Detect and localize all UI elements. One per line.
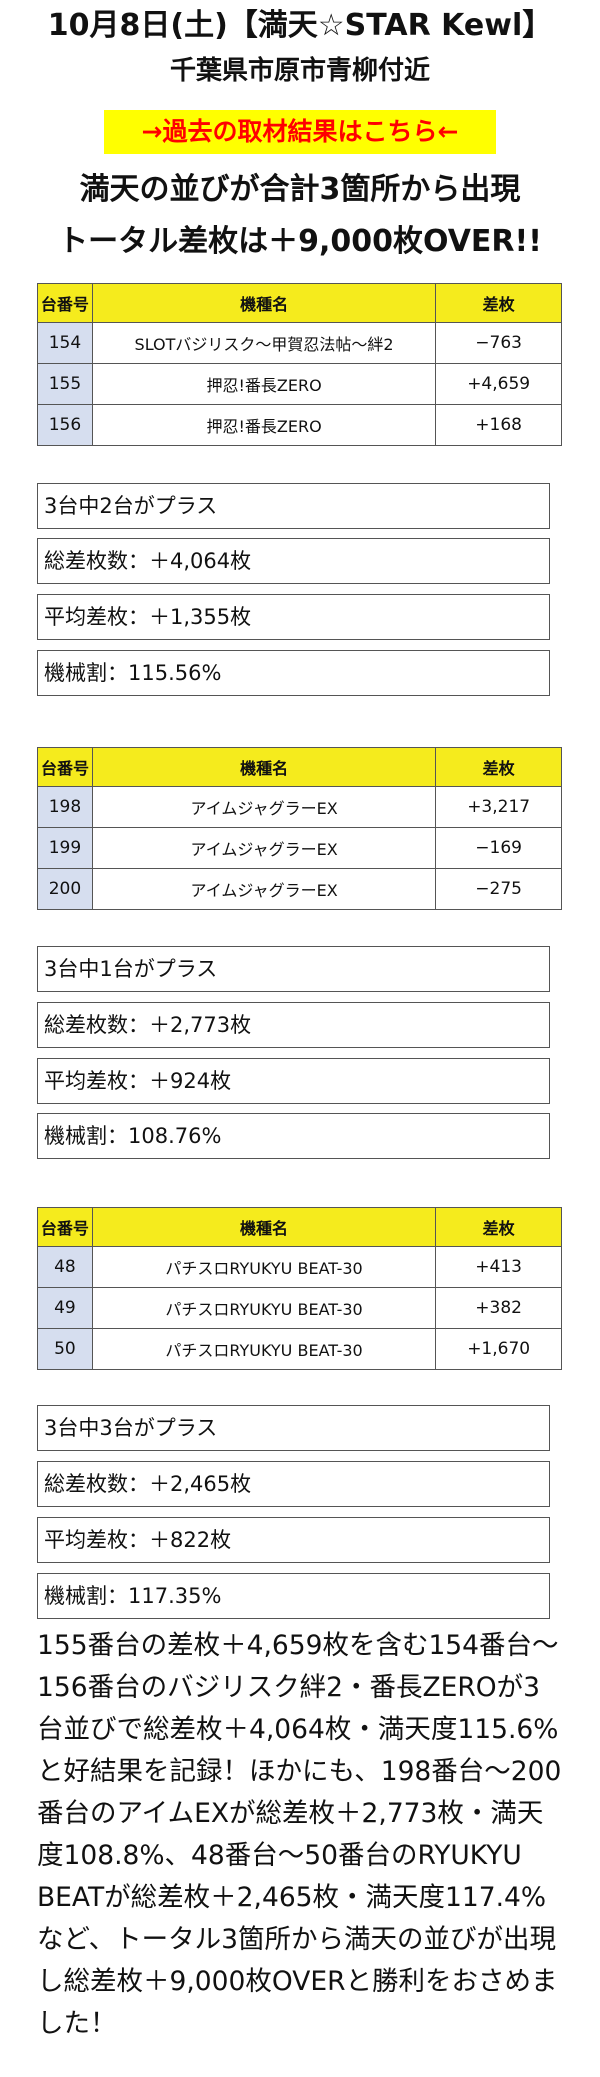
table-row: 49 パチスロRYUKYU BEAT-30 +382 — [37, 1287, 562, 1329]
summary-paragraph: 155番台の差枚＋4,659枚を含む154番台〜156番台のバジリスク絆2・番長… — [37, 1630, 562, 2039]
diff-cell: +4,659 — [435, 363, 562, 405]
payout-rate-box: 機械割：115.56% — [37, 650, 550, 696]
column-header-diff: 差枚 — [435, 747, 562, 787]
table-row: 199 アイムジャグラーEX −169 — [37, 827, 562, 869]
column-header-machine-name: 機種名 — [91, 283, 437, 323]
total-diff-box: 総差枚数：＋2,773枚 — [37, 1002, 550, 1048]
column-header-machine-no: 台番号 — [37, 283, 93, 323]
average-diff-box: 平均差枚：＋1,355枚 — [37, 594, 550, 640]
average-diff-box: 平均差枚：＋924枚 — [37, 1058, 550, 1104]
machine-no-cell: 198 — [37, 786, 93, 828]
page-title: 10月8日(土)【満天☆STAR Kewl】 — [47, 8, 553, 43]
column-header-diff: 差枚 — [435, 283, 562, 323]
machine-no-cell: 154 — [37, 322, 93, 364]
column-header-machine-name: 機種名 — [91, 1207, 437, 1247]
location-subtitle: 千葉県市原市青柳付近 — [169, 56, 430, 86]
machine-no-cell: 48 — [37, 1246, 93, 1288]
table-row: 200 アイムジャグラーEX −275 — [37, 868, 562, 910]
diff-cell: −169 — [435, 827, 562, 869]
plus-count-box: 3台中3台がプラス — [37, 1405, 550, 1451]
table-row: 48 パチスロRYUKYU BEAT-30 +413 — [37, 1246, 562, 1288]
table-header-row: 台番号 機種名 差枚 — [37, 747, 562, 787]
table-row: 155 押忍!番長ZERO +4,659 — [37, 363, 562, 405]
column-header-machine-no: 台番号 — [37, 747, 93, 787]
table-row: 50 パチスロRYUKYU BEAT-30 +1,670 — [37, 1328, 562, 1370]
plus-count-box: 3台中2台がプラス — [37, 483, 550, 529]
machine-name-cell: アイムジャグラーEX — [91, 868, 437, 910]
diff-cell: +168 — [435, 404, 562, 446]
diff-cell: −763 — [435, 322, 562, 364]
machine-name-cell: パチスロRYUKYU BEAT-30 — [91, 1328, 437, 1370]
plus-count-box: 3台中1台がプラス — [37, 946, 550, 992]
machine-no-cell: 155 — [37, 363, 93, 405]
machine-no-cell: 156 — [37, 404, 93, 446]
past-results-link[interactable]: →過去の取材結果はこちら← — [104, 110, 496, 154]
table-header-row: 台番号 機種名 差枚 — [37, 1207, 562, 1247]
average-diff-box: 平均差枚：＋822枚 — [37, 1517, 550, 1563]
machine-name-cell: パチスロRYUKYU BEAT-30 — [91, 1246, 437, 1288]
total-diff-box: 総差枚数：＋4,064枚 — [37, 538, 550, 584]
table-row: 198 アイムジャグラーEX +3,217 — [37, 786, 562, 828]
headline-line-2: トータル差枚は＋9,000枚OVER!! — [58, 224, 542, 259]
headline-line-1: 満天の並びが合計3箇所から出現 — [79, 172, 521, 207]
machine-name-cell: 押忍!番長ZERO — [91, 363, 437, 405]
payout-rate-box: 機械割：108.76% — [37, 1113, 550, 1159]
column-header-machine-no: 台番号 — [37, 1207, 93, 1247]
total-diff-box: 総差枚数：＋2,465枚 — [37, 1461, 550, 1507]
results-table-1: 台番号 機種名 差枚 154 SLOTバジリスク〜甲賀忍法帖〜絆2 −763 1… — [37, 283, 562, 446]
table-header-row: 台番号 機種名 差枚 — [37, 283, 562, 323]
diff-cell: +3,217 — [435, 786, 562, 828]
diff-cell: +382 — [435, 1287, 562, 1329]
results-table-2: 台番号 機種名 差枚 198 アイムジャグラーEX +3,217 199 アイム… — [37, 747, 562, 910]
diff-cell: −275 — [435, 868, 562, 910]
machine-name-cell: SLOTバジリスク〜甲賀忍法帖〜絆2 — [91, 322, 437, 364]
results-table-3: 台番号 機種名 差枚 48 パチスロRYUKYU BEAT-30 +413 49… — [37, 1207, 562, 1370]
table-row: 156 押忍!番長ZERO +168 — [37, 404, 562, 446]
machine-name-cell: アイムジャグラーEX — [91, 786, 437, 828]
machine-no-cell: 200 — [37, 868, 93, 910]
machine-no-cell: 49 — [37, 1287, 93, 1329]
machine-name-cell: パチスロRYUKYU BEAT-30 — [91, 1287, 437, 1329]
diff-cell: +1,670 — [435, 1328, 562, 1370]
payout-rate-box: 機械割：117.35% — [37, 1573, 550, 1619]
column-header-machine-name: 機種名 — [91, 747, 437, 787]
machine-name-cell: 押忍!番長ZERO — [91, 404, 437, 446]
machine-name-cell: アイムジャグラーEX — [91, 827, 437, 869]
machine-no-cell: 50 — [37, 1328, 93, 1370]
diff-cell: +413 — [435, 1246, 562, 1288]
table-row: 154 SLOTバジリスク〜甲賀忍法帖〜絆2 −763 — [37, 322, 562, 364]
machine-no-cell: 199 — [37, 827, 93, 869]
column-header-diff: 差枚 — [435, 1207, 562, 1247]
